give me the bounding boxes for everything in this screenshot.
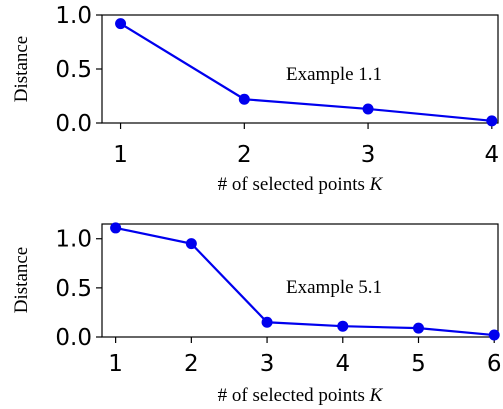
data-point: [261, 316, 273, 328]
y-axis-label: Distance: [11, 247, 32, 313]
y-axis-label: Distance: [11, 36, 32, 102]
x-tick-label: 4: [484, 142, 499, 168]
series-line: [115, 226, 495, 337]
data-point: [110, 222, 122, 234]
x-axis-label: # of selected points K: [218, 174, 384, 195]
y-tick-label: 0.5: [55, 57, 92, 83]
data-point: [185, 238, 197, 250]
axis-ticks: 0.0 0.5 1.0 1 2 3 4 5 6: [55, 227, 501, 377]
chart-example-5-1: 0.0 0.5 1.0 1 2 3 4 5 6 Distance # of selected p…: [11, 222, 502, 406]
axis-ticks: 0.0 0.5 1.0 1 2 3 4: [55, 3, 499, 168]
x-axis-label: # of selected points K: [218, 385, 384, 406]
data-point: [238, 93, 250, 105]
data-point: [337, 320, 349, 332]
x-tick-label: 2: [237, 142, 252, 168]
series-line: [119, 22, 492, 122]
data-point: [486, 115, 498, 127]
annotation-text: Example 5.1: [286, 277, 382, 298]
y-tick-label: 1.0: [55, 3, 92, 29]
data-point: [115, 18, 127, 30]
x-tick-label: 5: [411, 351, 426, 377]
data-point: [412, 322, 424, 334]
data-point: [362, 103, 374, 115]
plot-frame: [101, 223, 499, 338]
x-tick-label: 1: [113, 142, 128, 168]
annotation-text: Example 1.1: [286, 64, 382, 85]
x-tick-label: 4: [335, 351, 350, 377]
x-tick-label: 6: [487, 351, 502, 377]
y-tick-label: 0.0: [55, 111, 92, 137]
chart-marks: [110, 222, 500, 341]
x-tick-label: 1: [108, 351, 123, 377]
x-tick-label: 3: [361, 142, 376, 168]
chart-marks: [115, 18, 498, 127]
data-point: [488, 329, 500, 341]
y-tick-label: 0.5: [55, 276, 92, 302]
x-tick-label: 3: [260, 351, 275, 377]
y-tick-label: 0.0: [55, 325, 92, 351]
y-tick-label: 1.0: [55, 227, 92, 253]
chart-example-1-1: 0.0 0.5 1.0 1 2 3 4 Distance # of selected poi…: [11, 3, 499, 195]
x-tick-label: 2: [184, 351, 199, 377]
